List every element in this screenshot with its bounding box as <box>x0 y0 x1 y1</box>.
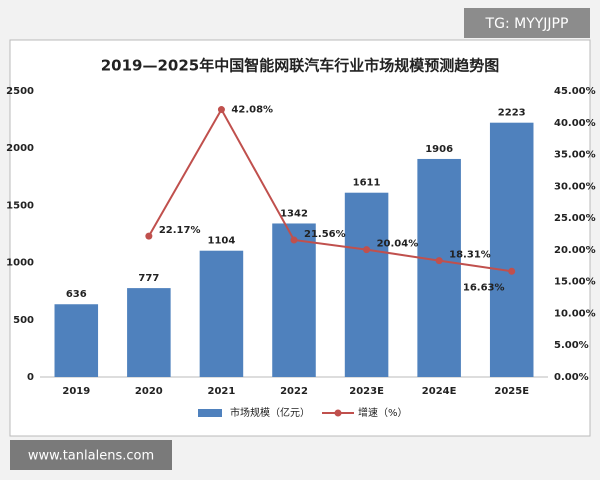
line-marker <box>290 236 298 244</box>
y2-tick-label: 30.00% <box>554 181 596 192</box>
watermark: TG: MYYJJPP <box>485 16 569 32</box>
x-tick-label: 2023E <box>349 386 384 397</box>
watermark-box <box>10 440 172 470</box>
bar <box>417 158 461 377</box>
x-tick-label: 2025E <box>494 386 529 397</box>
y-tick-label: 0 <box>27 372 34 383</box>
line-marker <box>508 267 516 275</box>
value-label: 21.56% <box>304 229 346 240</box>
legend-label: 市场规模（亿元） <box>230 406 310 419</box>
bar <box>272 223 316 377</box>
legend-swatch <box>198 409 222 417</box>
x-tick-label: 2021 <box>208 386 236 397</box>
value-label: 18.31% <box>449 250 491 261</box>
bar <box>54 304 99 377</box>
value-label: 777 <box>138 273 159 284</box>
line <box>147 107 512 273</box>
value-label: 1104 <box>208 236 236 247</box>
value-label: 1611 <box>353 178 381 189</box>
value-label: 42.08% <box>231 105 273 116</box>
y-tick-label: 2500 <box>6 86 34 97</box>
bar <box>199 250 244 377</box>
y-tick-label: 1500 <box>6 200 34 211</box>
y-tick-label: 500 <box>13 315 34 326</box>
bar <box>127 288 171 377</box>
bar <box>489 122 534 377</box>
y-tick-label: 2000 <box>6 143 34 154</box>
value-label: 2223 <box>498 108 526 119</box>
y2-tick-label: 5.00% <box>554 340 589 351</box>
y2-tick-label: 10.00% <box>554 308 596 319</box>
line-marker <box>217 106 225 114</box>
y2-tick-label: 0.00% <box>554 372 589 383</box>
value-label: 20.04% <box>377 239 419 250</box>
value-label: 1906 <box>425 144 453 155</box>
legend-swatch <box>334 409 342 417</box>
chart-title: 2019—2025年中国智能网联汽车行业市场规模预测趋势图 <box>101 57 500 75</box>
y2-tick-label: 25.00% <box>554 213 596 224</box>
y-tick-label: 1000 <box>6 258 34 269</box>
value-label: 636 <box>66 289 87 300</box>
y2-tick-label: 45.00% <box>554 86 596 97</box>
bar <box>344 192 389 377</box>
line-marker <box>435 257 443 265</box>
watermark-box <box>464 8 590 38</box>
y2-tick-label: 35.00% <box>554 150 596 161</box>
y2-tick-label: 20.00% <box>554 245 596 256</box>
line-marker <box>145 232 153 240</box>
value-label: 16.63% <box>463 282 505 293</box>
y2-tick-label: 15.00% <box>554 277 596 288</box>
y2-tick-label: 40.00% <box>554 118 596 129</box>
value-label: 22.17% <box>159 225 201 236</box>
watermark: www.tanlalens.com <box>28 449 154 464</box>
legend-label: 增速（%） <box>358 406 408 419</box>
x-tick-label: 2019 <box>62 386 90 397</box>
x-tick-label: 2022 <box>280 386 308 397</box>
x-tick-label: 2024E <box>422 386 457 397</box>
line-marker <box>363 246 371 254</box>
x-tick-label: 2020 <box>135 386 163 397</box>
value-label: 1342 <box>280 208 308 219</box>
